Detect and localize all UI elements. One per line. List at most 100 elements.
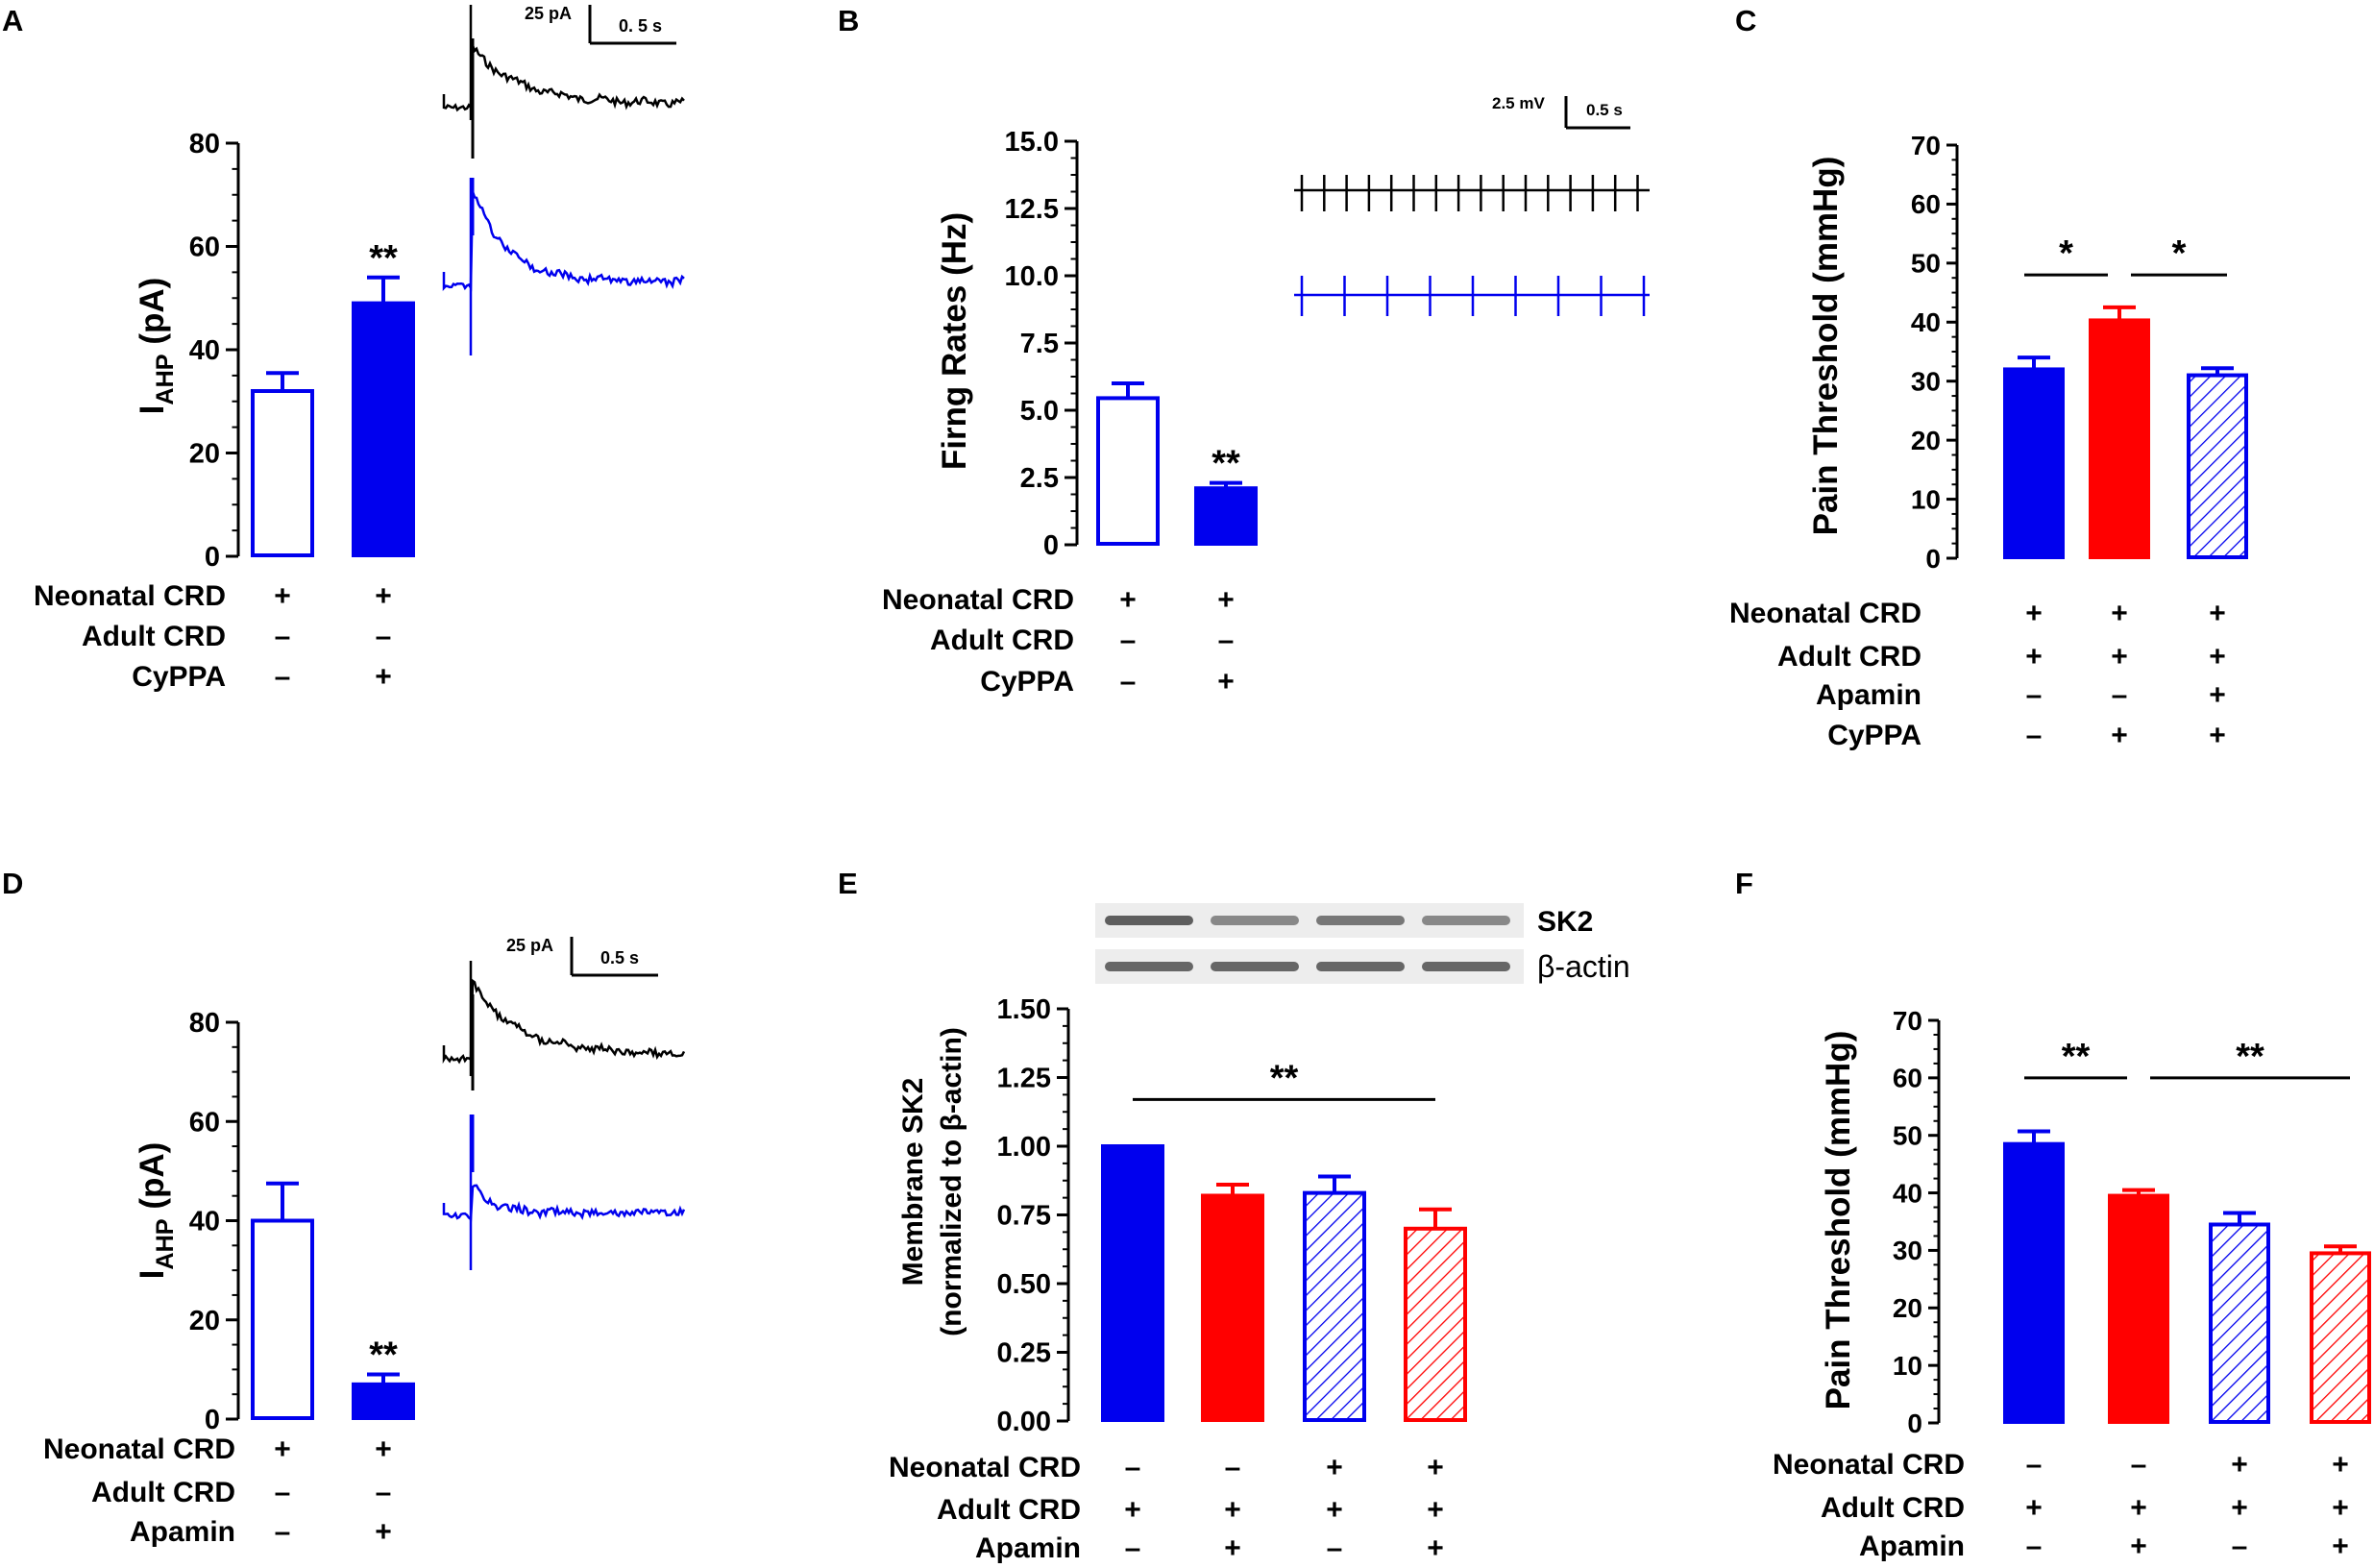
condition-mark: – bbox=[275, 621, 291, 652]
condition-mark: + bbox=[375, 580, 392, 612]
panel-f: F 0 10 20 30 40 50 60 70 Pain Threshold (mmHg) ** *… bbox=[1735, 867, 2371, 1562]
spike-traces: 2.5 mV 0.5 s bbox=[1294, 94, 1650, 316]
trace-treated bbox=[442, 1184, 686, 1222]
condition-label: Adult CRD bbox=[91, 1477, 235, 1508]
y-tick-label: 40 bbox=[1893, 1178, 1922, 1208]
y-tick-label: 7.5 bbox=[1020, 329, 1059, 359]
condition-mark: + bbox=[1224, 1532, 1241, 1564]
current-traces: 25 pA 0.5 s bbox=[442, 936, 686, 1270]
condition-mark: – bbox=[2232, 1531, 2248, 1562]
blot-band bbox=[1105, 916, 1193, 925]
y-tick-label: 0 bbox=[205, 1405, 220, 1435]
condition-mark: + bbox=[2209, 720, 2226, 751]
comparison-label: ** bbox=[2062, 1037, 2091, 1077]
y-tick-label: 60 bbox=[189, 1107, 220, 1138]
condition-mark: – bbox=[1327, 1532, 1343, 1564]
condition-label: Neonatal CRD bbox=[882, 584, 1074, 616]
y-axis-label-sub: AHP bbox=[152, 354, 179, 404]
panel-letter: A bbox=[2, 4, 23, 37]
y-tick-label: 0 bbox=[1925, 544, 1941, 574]
condition-mark: + bbox=[274, 1433, 291, 1465]
current-traces: 25 pA 0. 5 s bbox=[442, 4, 685, 355]
bar bbox=[1101, 1144, 1164, 1422]
condition-label: CyPPA bbox=[980, 666, 1074, 698]
y-tick-label: 60 bbox=[1911, 189, 1941, 219]
condition-label: Apamin bbox=[975, 1532, 1081, 1564]
trace-control bbox=[442, 978, 686, 1065]
condition-label: Adult CRD bbox=[1821, 1492, 1965, 1524]
condition-mark: + bbox=[1427, 1452, 1444, 1483]
y-tick-label: 1.00 bbox=[997, 1132, 1051, 1163]
blot-band bbox=[1422, 916, 1510, 925]
bar bbox=[2003, 367, 2065, 559]
condition-mark: + bbox=[2231, 1492, 2248, 1524]
panel-letter: D bbox=[2, 867, 23, 900]
y-axis-label-line1: Membrane SK2 bbox=[897, 1078, 929, 1286]
significance-label: ** bbox=[369, 1335, 398, 1376]
condition-mark: + bbox=[2025, 641, 2043, 673]
y-axis-label: Pain Threshold (mmHg) bbox=[1820, 1031, 1857, 1410]
y-axis-label: Firng Rates (Hz) bbox=[936, 212, 973, 470]
condition-mark: – bbox=[2026, 720, 2043, 751]
condition-mark: + bbox=[1217, 666, 1235, 698]
y-axis-label: Pain Threshold (mmHg) bbox=[1807, 157, 1845, 536]
condition-mark: + bbox=[2111, 598, 2128, 629]
condition-label: Apamin bbox=[1859, 1531, 1965, 1562]
y-axis-label: IAHP (pA) bbox=[134, 278, 179, 415]
scalebar-amplitude-label: 25 pA bbox=[506, 936, 553, 955]
panel-letter: E bbox=[838, 867, 858, 900]
condition-mark: – bbox=[275, 1516, 291, 1548]
condition-mark: – bbox=[1218, 625, 1235, 656]
y-tick-label: 40 bbox=[189, 335, 220, 366]
bar bbox=[1303, 1190, 1366, 1422]
y-tick-label: 20 bbox=[189, 1306, 220, 1336]
condition-label: Neonatal CRD bbox=[1773, 1449, 1965, 1481]
condition-label: Adult CRD bbox=[930, 625, 1074, 656]
y-tick-label: 1.50 bbox=[997, 994, 1051, 1025]
condition-mark: + bbox=[2130, 1492, 2147, 1524]
y-axis-label-unit: (pA) bbox=[134, 278, 171, 355]
y-axis-label-main: I bbox=[134, 1270, 171, 1280]
condition-label: Adult CRD bbox=[82, 621, 226, 652]
condition-mark: + bbox=[274, 580, 291, 612]
y-tick-label: 2.5 bbox=[1020, 463, 1059, 494]
comparison-label: ** bbox=[2236, 1037, 2264, 1077]
condition-mark: + bbox=[2130, 1531, 2147, 1562]
condition-mark: + bbox=[375, 1516, 392, 1548]
panel-e: E 0.00 0.25 0.50 0.75 1.00 1.25 1.50 Membrane SK… bbox=[838, 867, 1630, 1564]
condition-mark: + bbox=[1224, 1494, 1241, 1526]
condition-label: Neonatal CRD bbox=[34, 580, 226, 612]
y-tick-label: 5.0 bbox=[1020, 396, 1059, 427]
y-tick-label: 80 bbox=[189, 1008, 220, 1039]
trace-treated bbox=[442, 190, 685, 292]
bar bbox=[2089, 318, 2150, 560]
condition-mark: + bbox=[2209, 598, 2226, 629]
condition-mark: + bbox=[1326, 1494, 1343, 1526]
blot-band bbox=[1316, 916, 1405, 925]
bar bbox=[2209, 1222, 2270, 1424]
blot-label-sk2: SK2 bbox=[1537, 906, 1593, 938]
y-axis-label: IAHP (pA) bbox=[134, 1142, 179, 1280]
condition-mark: + bbox=[1427, 1532, 1444, 1564]
bar bbox=[2003, 1141, 2065, 1424]
bar bbox=[251, 389, 314, 557]
bar bbox=[352, 301, 415, 557]
condition-label: Neonatal CRD bbox=[43, 1433, 235, 1465]
condition-label: Apamin bbox=[130, 1516, 235, 1548]
y-axis-label-sub: AHP bbox=[152, 1218, 179, 1269]
y-axis-label-main: I bbox=[134, 405, 171, 415]
y-tick-label: 40 bbox=[1911, 307, 1941, 337]
y-tick-label: 20 bbox=[189, 439, 220, 470]
y-tick-label: 12.5 bbox=[1005, 194, 1059, 225]
y-tick-label: 70 bbox=[1893, 1006, 1922, 1036]
y-tick-label: 0 bbox=[1907, 1409, 1922, 1438]
scalebar-time-label: 0. 5 s bbox=[619, 16, 662, 36]
y-tick-label: 60 bbox=[1893, 1064, 1922, 1093]
y-tick-label: 0 bbox=[205, 542, 220, 573]
y-tick-label: 10 bbox=[1911, 484, 1941, 514]
condition-mark: – bbox=[2131, 1449, 2147, 1481]
panel-letter: F bbox=[1735, 867, 1753, 900]
bar bbox=[2108, 1193, 2169, 1425]
comparison-label: * bbox=[2059, 233, 2073, 274]
